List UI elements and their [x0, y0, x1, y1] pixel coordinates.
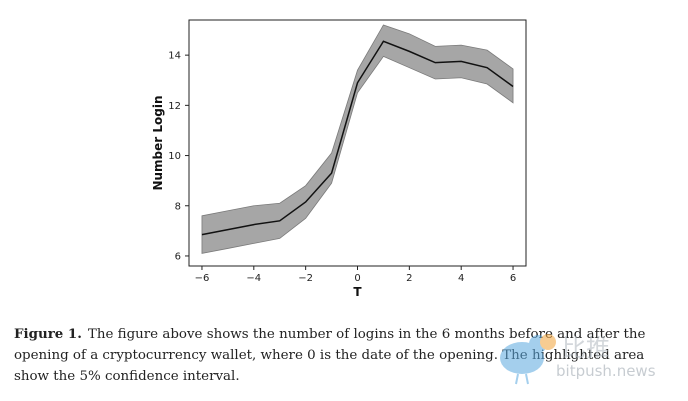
x-tick-label: −2: [298, 273, 313, 284]
series-line-layer: [201, 40, 514, 236]
x-tick-label: −6: [195, 273, 210, 284]
watermark-text: bitpush.news: [556, 362, 656, 380]
x-ticks: −6 −4 −2 0 2 4 6: [195, 266, 516, 284]
y-tick-label: 8: [175, 201, 181, 212]
x-tick-label: 4: [458, 273, 464, 284]
y-ticks: 6 8 10 12 14: [168, 51, 189, 262]
watermark-bird-icon: 比推: [500, 334, 610, 385]
y-axis-label: Number Login: [151, 95, 165, 190]
x-tick-label: 0: [354, 273, 360, 284]
confidence-band-layer: [201, 24, 514, 254]
y-tick-label: 14: [168, 51, 181, 62]
x-axis-label: T: [353, 285, 362, 299]
watermark-chars: 比推: [562, 334, 610, 362]
figure-caption-label: Figure 1.: [14, 326, 82, 342]
chart: −6 −4 −2 0 2 4 6 6 8 10 12 14 T Number Login: [151, 19, 527, 299]
figure-caption: Figure 1. The figure above shows the numb…: [14, 324, 674, 387]
series-line: [201, 40, 514, 236]
figure-caption-text: The figure above shows the number of log…: [14, 327, 646, 384]
y-tick-label: 6: [175, 251, 181, 262]
x-tick-label: 2: [406, 273, 412, 284]
y-tick-label: 12: [168, 101, 181, 112]
y-tick-label: 10: [168, 151, 181, 162]
x-tick-label: 6: [510, 273, 516, 284]
confidence-band: [201, 24, 514, 254]
watermark: 比推 bitpush.news: [488, 328, 678, 388]
x-tick-label: −4: [246, 273, 261, 284]
